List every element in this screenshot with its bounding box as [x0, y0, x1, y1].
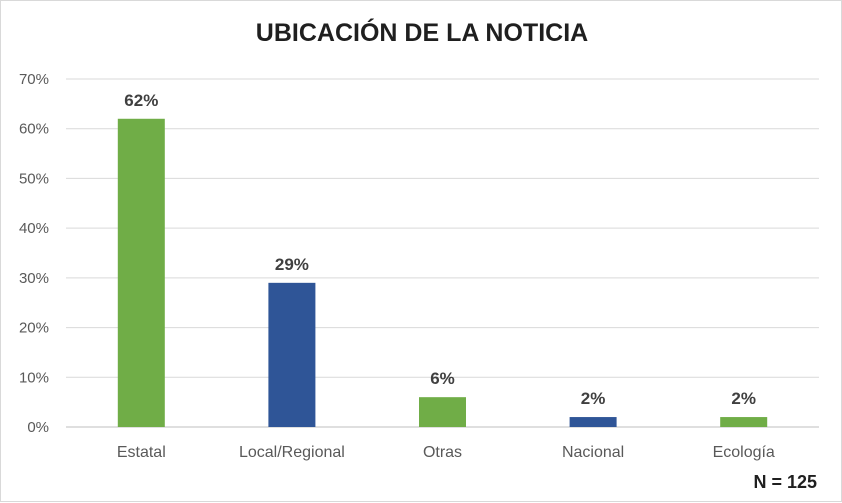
- y-tick-label: 0%: [27, 419, 49, 436]
- bar-local-regional: [268, 282, 316, 427]
- x-category-label: Ecología: [713, 444, 775, 461]
- bars: [117, 118, 768, 428]
- y-tick-label: 30%: [19, 270, 49, 287]
- bar-nacional: [569, 417, 617, 427]
- data-labels: 62% 29% 6% 2% 2%: [124, 91, 756, 408]
- y-tick-label: 10%: [19, 369, 49, 386]
- x-category-label: Estatal: [117, 444, 166, 461]
- data-label: 6%: [430, 369, 455, 388]
- data-label: 29%: [275, 255, 309, 274]
- y-axis-labels: 0% 10% 20% 30% 40% 50% 60% 70%: [19, 71, 49, 436]
- data-label: 2%: [581, 389, 606, 408]
- y-tick-label: 40%: [19, 220, 49, 237]
- y-tick-label: 20%: [19, 320, 49, 337]
- data-label: 2%: [731, 389, 756, 408]
- bar-estatal: [117, 118, 165, 428]
- gridlines: [66, 78, 819, 428]
- x-category-label: Local/Regional: [239, 444, 345, 461]
- x-axis-labels: Estatal Local/Regional Otras Nacional Ecolog…: [117, 444, 775, 461]
- sample-size-note: N = 125: [753, 472, 817, 492]
- y-tick-label: 70%: [19, 71, 49, 88]
- y-tick-label: 60%: [19, 121, 49, 138]
- bar-otras: [419, 397, 466, 427]
- data-label: 62%: [124, 91, 158, 110]
- bar-ecolog-a: [720, 417, 768, 427]
- x-category-label: Otras: [423, 444, 462, 461]
- chart-title: UBICACIÓN DE LA NOTICIA: [255, 19, 589, 47]
- x-category-label: Nacional: [562, 444, 624, 461]
- y-tick-label: 50%: [19, 170, 49, 187]
